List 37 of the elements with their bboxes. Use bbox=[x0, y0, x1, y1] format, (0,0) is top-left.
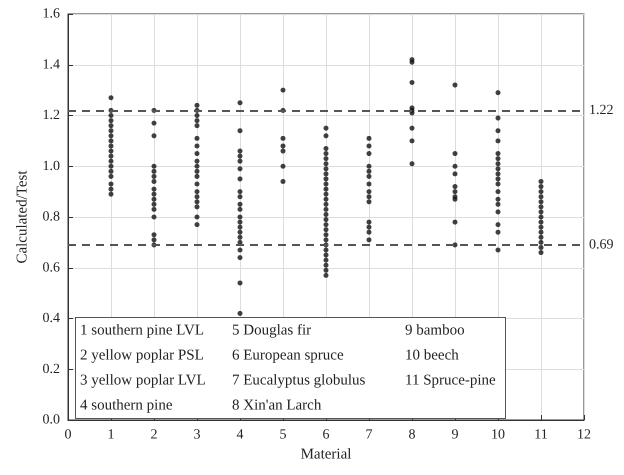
annotation: 6 European spruce bbox=[232, 348, 344, 364]
x-tick-label: 3 bbox=[194, 428, 200, 442]
annotation: 7 Eucalyptus globulus bbox=[232, 372, 366, 388]
y-tick-label: 0.6 bbox=[42, 260, 60, 276]
annotation: 10 beech bbox=[405, 348, 460, 364]
ref-line-label: 1.22 bbox=[589, 102, 614, 118]
annotation: 9 bamboo bbox=[405, 322, 465, 338]
y-axis-title: Calculated/Test bbox=[14, 170, 30, 264]
x-tick-label: 4 bbox=[236, 428, 244, 442]
x-tick-label: 11 bbox=[534, 428, 548, 442]
x-tick-label: 5 bbox=[280, 428, 286, 442]
x-tick-label: 10 bbox=[491, 428, 505, 442]
x-tick-label: 2 bbox=[150, 428, 158, 442]
y-tick-label: 1.0 bbox=[42, 158, 60, 174]
y-tick-label: 0.4 bbox=[42, 311, 60, 326]
annotation: 5 Douglas fir bbox=[232, 322, 312, 338]
ref-line-label: 0.69 bbox=[589, 237, 614, 252]
y-tick-label: 1.4 bbox=[42, 57, 60, 72]
annotation: 1 southern pine LVL bbox=[80, 322, 204, 338]
y-tick-label: 0.0 bbox=[42, 412, 60, 428]
annotation: 11 Spruce-pine bbox=[405, 372, 496, 388]
x-axis-title: Material bbox=[300, 446, 352, 462]
x-tick-label: 6 bbox=[322, 428, 330, 442]
annotation: 3 yellow poplar LVL bbox=[80, 372, 206, 388]
y-tick-label: 0.2 bbox=[42, 362, 60, 377]
y-tick-label: 0.8 bbox=[42, 210, 60, 224]
annotation: 4 southern pine bbox=[80, 398, 173, 414]
y-tick-label: 1.2 bbox=[42, 108, 60, 123]
x-tick-label: 8 bbox=[408, 428, 416, 442]
y-tick-label: 1.6 bbox=[42, 6, 60, 22]
x-tick-label: 12 bbox=[577, 428, 591, 442]
annotation: 2 yellow poplar PSL bbox=[80, 348, 204, 364]
annotation: 8 Xin'an Larch bbox=[232, 398, 322, 414]
x-tick-label: 9 bbox=[452, 428, 458, 442]
x-tick-label: 0 bbox=[64, 428, 72, 442]
x-tick-label: 7 bbox=[366, 428, 372, 442]
x-tick-label: 1 bbox=[108, 428, 114, 442]
